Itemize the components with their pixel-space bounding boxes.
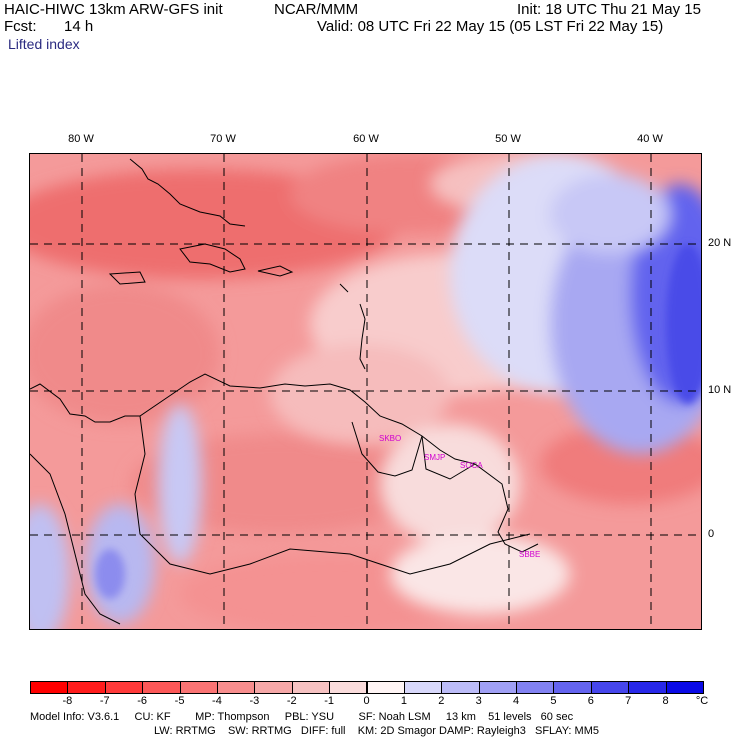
colorbar-tick-label: 8 <box>662 695 669 707</box>
colorbar-swatch <box>553 681 592 694</box>
lon-label-40w: 40 W <box>637 133 663 145</box>
model-info: Model Info: V3.6.1 CU: KF MP: Thompson P… <box>30 711 574 723</box>
colorbar-tick-label: -6 <box>137 695 148 707</box>
org-label: NCAR/MMM <box>274 1 359 18</box>
stable-cores <box>95 244 701 599</box>
lon-label-60w: 60 W <box>353 133 379 145</box>
colorbar-tick-label: 7 <box>625 695 632 707</box>
colorbar-swatch <box>291 681 331 694</box>
station-label: SBBE <box>519 550 541 559</box>
colorbar-tick-label: 5 <box>550 695 557 707</box>
colorbar-swatch <box>216 681 256 694</box>
physics-info: LW: RRTMG SW: RRTMG DIFF: full KM: 2D Sm… <box>154 725 599 737</box>
forecast-label: Fcst: <box>4 18 37 35</box>
colorbar-tick-label: 1 <box>400 695 407 707</box>
colorbar-tick-label: -8 <box>62 695 73 707</box>
colorbar-tick-label: 3 <box>475 695 482 707</box>
lon-label-80w: 80 W <box>68 133 94 145</box>
station-label: SMJP <box>424 453 446 462</box>
colorbar-tick-label: 6 <box>587 695 594 707</box>
colorbar-swatch <box>254 681 293 694</box>
colorbar-tick-label: -5 <box>174 695 185 707</box>
forecast-hour: 14 h <box>64 18 94 35</box>
colorbar-tick-label: -4 <box>212 695 222 707</box>
field-name: Lifted index <box>8 36 80 52</box>
colorbar-swatch <box>590 681 630 694</box>
colorbar-swatch <box>478 681 518 694</box>
station-label: SKBO <box>379 434 402 443</box>
colorbar-swatch <box>30 681 69 694</box>
lat-label-10n: 10 N <box>708 384 732 396</box>
colorbar-tick-label: -7 <box>99 695 110 707</box>
lifted-index-map: SKBO SMJP SOCA SBBE <box>29 153 702 630</box>
grid-lines <box>30 154 701 629</box>
colorbar-swatch <box>329 681 368 694</box>
lat-label-0: 0 <box>708 528 715 540</box>
colorbar-tick-label: 2 <box>438 695 445 707</box>
lon-label-50w: 50 W <box>495 133 521 145</box>
colorbar-unit: °C <box>695 695 709 707</box>
map-canvas <box>30 154 701 629</box>
init-time: Init: 18 UTC Thu 21 May 15 <box>517 1 701 18</box>
colorbar-swatch <box>67 681 106 694</box>
colorbar-swatch <box>441 681 480 694</box>
colorbar-swatch <box>179 681 218 694</box>
colorbar-tick-label: -2 <box>286 695 297 707</box>
colorbar-tick-label: 0 <box>363 695 370 707</box>
colorbar-tick-label: 4 <box>512 695 520 707</box>
colorbar-tick-label: -3 <box>249 695 260 707</box>
valid-time: Valid: 08 UTC Fri 22 May 15 (05 LST Fri … <box>317 18 664 35</box>
lat-label-20n: 20 N <box>708 237 732 249</box>
colorbar-swatch <box>142 681 181 694</box>
colorbar-swatch <box>403 681 443 694</box>
coastlines <box>30 158 539 625</box>
colorbar-swatch <box>628 681 667 694</box>
station-label: SOCA <box>460 461 483 470</box>
colorbar-swatch <box>516 681 555 694</box>
model-title: HAIC-HIWC 13km ARW-GFS init <box>4 1 223 18</box>
lon-label-70w: 70 W <box>210 133 236 145</box>
colorbar-swatch <box>665 681 704 694</box>
colorbar-tick-label: -1 <box>324 695 334 707</box>
colorbar-swatch <box>366 681 405 694</box>
colorbar-swatch <box>104 681 144 694</box>
